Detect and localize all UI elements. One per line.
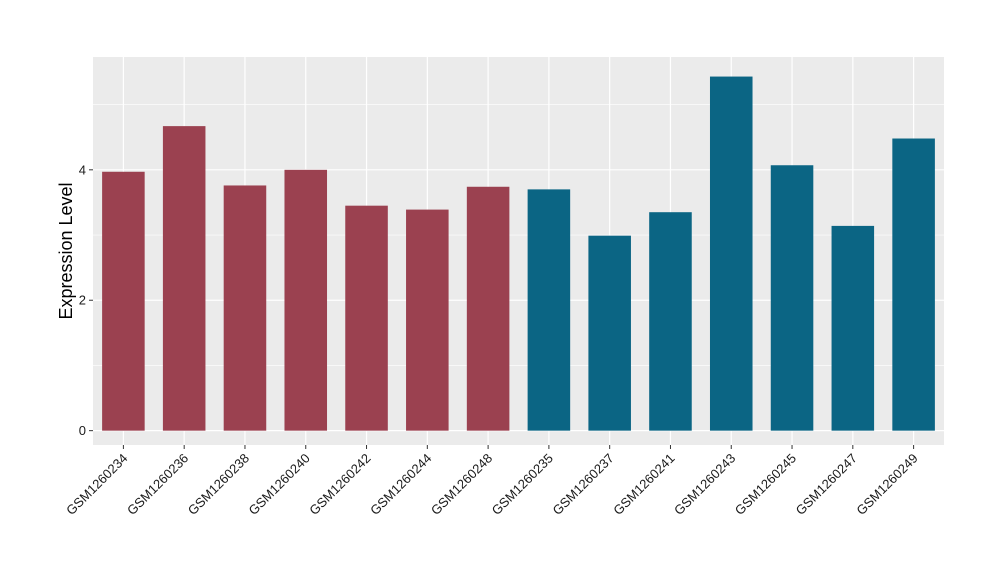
x-tick-label: GSM1260238 <box>185 451 252 518</box>
bar <box>770 165 814 431</box>
x-axis: GSM1260234GSM1260236GSM1260238GSM1260240… <box>63 445 921 518</box>
y-tick-label: 2 <box>79 293 86 308</box>
bar <box>284 169 328 431</box>
x-tick-label: GSM1260245 <box>732 451 799 518</box>
x-tick-label: GSM1260235 <box>489 451 556 518</box>
bar <box>223 185 267 431</box>
x-tick-label: GSM1260240 <box>246 451 313 518</box>
bar <box>406 209 449 431</box>
x-tick-label: GSM1260236 <box>124 451 191 518</box>
y-tick-label: 0 <box>79 423 86 438</box>
bar <box>527 189 571 431</box>
bar <box>588 235 631 431</box>
bar <box>709 76 753 431</box>
x-tick-label: GSM1260234 <box>63 451 130 518</box>
bar <box>831 225 875 431</box>
x-tick-label: GSM1260244 <box>367 451 434 518</box>
y-axis-title: Expression Level <box>56 182 76 319</box>
bars <box>102 76 935 431</box>
bar <box>649 212 692 431</box>
x-tick-label: GSM1260242 <box>306 451 373 518</box>
x-tick-label: GSM1260243 <box>671 451 738 518</box>
x-tick-label: GSM1260247 <box>793 451 860 518</box>
y-axis: 0 2 4 <box>79 162 93 438</box>
x-tick-label: GSM1260249 <box>853 451 920 518</box>
bar <box>102 171 145 431</box>
x-tick-label: GSM1260248 <box>428 451 495 518</box>
bar <box>892 138 935 431</box>
x-tick-label: GSM1260237 <box>549 451 616 518</box>
bar <box>466 186 510 431</box>
plot-panel <box>93 57 944 445</box>
y-tick-label: 4 <box>79 162 86 177</box>
x-tick-label: GSM1260241 <box>610 451 677 518</box>
bar <box>162 126 206 431</box>
bar <box>345 205 388 431</box>
